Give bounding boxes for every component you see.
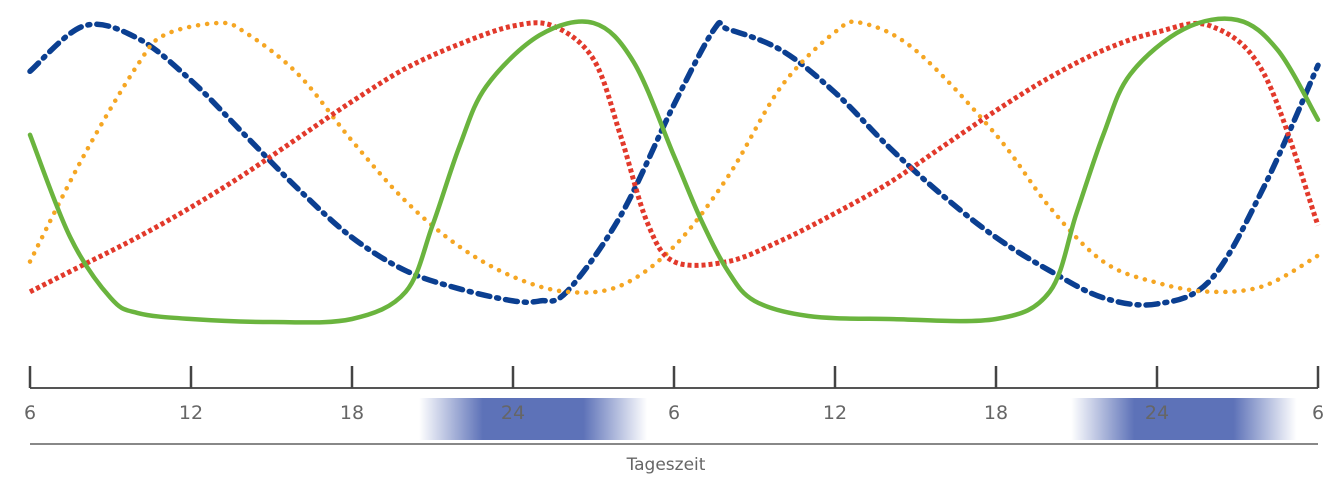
x-tick-label-6: 12 [823, 402, 847, 424]
x-tick-label-2: 12 [179, 402, 203, 424]
x-tick-label-3: 18 [340, 402, 364, 424]
night-bands [419, 398, 1297, 440]
x-tick-label-1: 6 [24, 402, 36, 424]
night-band-1 [419, 398, 648, 440]
x-axis-title: Tageszeit [626, 455, 706, 475]
series-lines [27, 16, 1321, 325]
x-tick-label-9: 6 [1312, 402, 1324, 424]
x-tick-label-7: 18 [984, 402, 1008, 424]
time-axis: 6 12 18 24 6 12 18 24 6 [24, 366, 1324, 445]
x-tick-label-8: 24 [1145, 402, 1169, 424]
x-tick-label-4: 24 [501, 402, 525, 424]
series-line-3-dense-dash [28, 20, 1321, 295]
series-line-1-dash-dot [27, 19, 1321, 308]
series-line-4-solid [27, 16, 1321, 325]
series-line-2-dotted [27, 19, 1321, 295]
night-band-2 [1071, 398, 1297, 440]
x-tick-label-5: 6 [668, 402, 680, 424]
